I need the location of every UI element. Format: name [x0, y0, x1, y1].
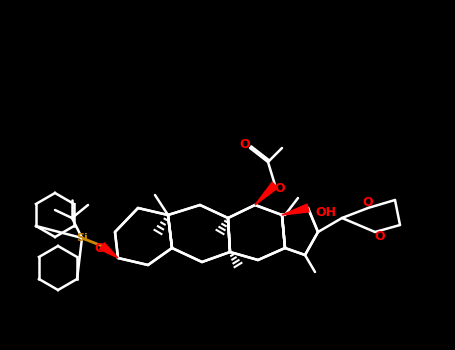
Text: O: O	[363, 196, 373, 210]
Text: OH: OH	[315, 205, 337, 218]
Polygon shape	[100, 243, 118, 258]
Text: O: O	[240, 138, 250, 150]
Polygon shape	[282, 204, 309, 215]
Text: O: O	[374, 231, 385, 244]
Text: O: O	[275, 182, 285, 195]
Text: O: O	[95, 241, 105, 254]
Polygon shape	[255, 182, 278, 205]
Text: Si: Si	[76, 233, 88, 243]
